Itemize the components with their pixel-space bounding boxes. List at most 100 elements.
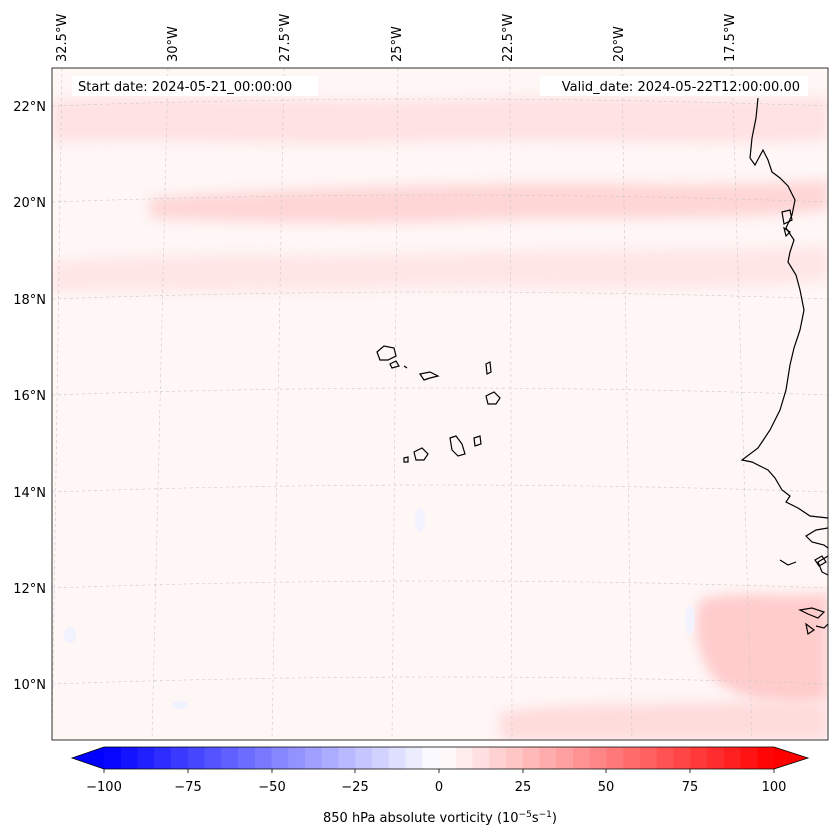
parallel-20n [52, 194, 828, 203]
colorbar-label-exp2: −1 [539, 810, 552, 820]
parallel-12n [52, 580, 828, 589]
lat-label: 16°N [13, 389, 46, 404]
parallel-18n [52, 291, 828, 300]
vorticity-blue-speck [64, 627, 76, 643]
vorticity-band-20n [150, 180, 828, 224]
colorbar-segment [120, 747, 138, 769]
colorbar-segment [640, 747, 658, 769]
latitude-labels: 22°N 20°N 18°N 16°N 14°N 12°N 10°N [13, 100, 46, 693]
colorbar-segment [656, 747, 674, 769]
meridian-25w [391, 68, 399, 740]
colorbar-segments [104, 747, 775, 769]
meridian-22-5w [509, 68, 513, 740]
colorbar-segment [321, 747, 339, 769]
colorbar-tick-label: −50 [258, 780, 285, 795]
colorbar-segment [690, 747, 708, 769]
lat-label: 22°N [13, 100, 46, 115]
colorbar-segment [455, 747, 473, 769]
start-date-text: Start date: 2024-05-21_00:00:00 [78, 80, 292, 95]
vorticity-band-19n [52, 246, 828, 292]
colorbar-segment [606, 747, 624, 769]
vorticity-blue-speck [685, 606, 695, 634]
colorbar-segment [757, 747, 775, 769]
island-santo-antao [376, 345, 397, 361]
colorbar-segment [154, 747, 172, 769]
vorticity-blue-speck [415, 508, 425, 532]
colorbar-segment [288, 747, 306, 769]
colorbar-tick-label: −75 [174, 780, 201, 795]
colorbar-segment [355, 747, 373, 769]
island-sal [485, 361, 492, 375]
colorbar: −100 −75 −50 −25 0 25 50 75 100 850 hPa … [70, 746, 810, 826]
colorbar-segment [673, 747, 691, 769]
colorbar-tick-label: −25 [341, 780, 368, 795]
island-maio [473, 435, 482, 447]
colorbar-label-unit: s [532, 811, 539, 826]
parallel-10n [52, 676, 828, 685]
meridian-20w [621, 68, 633, 740]
lat-label: 14°N [13, 486, 46, 501]
colorbar-label-main: 850 hPa absolute vorticity (10 [323, 811, 519, 826]
island-santiago [449, 435, 466, 457]
island-boa-vista [485, 391, 501, 405]
meridian-17-5w [731, 68, 753, 740]
parallel-16n [52, 387, 828, 396]
colorbar-segment [723, 747, 741, 769]
colorbar-segment [539, 747, 557, 769]
colorbar-segment [137, 747, 155, 769]
start-date-box [72, 76, 318, 96]
colorbar-segment [104, 747, 122, 769]
island-brava [403, 456, 409, 463]
colorbar-segment [204, 747, 222, 769]
colorbar-segment [388, 747, 406, 769]
colorbar-tick-label: 0 [435, 780, 443, 795]
colorbar-segment [439, 747, 457, 769]
colorbar-extend-max [774, 747, 808, 769]
colorbar-segment [556, 747, 574, 769]
colorbar-tick-label: 50 [598, 780, 615, 795]
longitude-labels: 32.5°W 30°W 27.5°W 25°W 22.5°W 20°W 17.5… [55, 14, 738, 62]
colorbar-segment [254, 747, 272, 769]
colorbar-segment [573, 747, 591, 769]
colorbar-segment [271, 747, 289, 769]
colorbar-segment [522, 747, 540, 769]
meridian-30w [151, 68, 169, 740]
colorbar-label: 850 hPa absolute vorticity (10−5s−1) [323, 810, 557, 826]
colorbar-segment [405, 747, 423, 769]
vorticity-blue-speck [172, 701, 188, 709]
colorbar-segment [589, 747, 607, 769]
colorbar-segment [238, 747, 256, 769]
colorbar-segment [221, 747, 239, 769]
colorbar-segment [740, 747, 758, 769]
colorbar-label-exp1: −5 [519, 810, 532, 820]
map-frame [51, 67, 829, 741]
africa-small-islands [781, 209, 827, 567]
africa-coastline-north [740, 97, 828, 519]
colorbar-segment [305, 747, 323, 769]
valid-date-box [540, 76, 808, 96]
lon-label: 30°W [166, 26, 181, 62]
colorbar-segment [623, 747, 641, 769]
colorbar-tick-labels: −100 −75 −50 −25 0 25 50 75 100 [86, 780, 786, 795]
vorticity-band-north [52, 96, 828, 144]
parallel-14n [52, 484, 828, 493]
island-santa-luzia [403, 365, 408, 369]
island-sao-nicolau [419, 371, 440, 381]
colorbar-tick-label: 100 [762, 780, 787, 795]
lon-label: 27.5°W [278, 14, 293, 62]
coastlines [376, 97, 828, 635]
colorbar-segment [472, 747, 490, 769]
island-sao-vicente [389, 360, 400, 369]
gridlines [52, 68, 828, 740]
vorticity-field [52, 96, 828, 740]
colorbar-segment [372, 747, 390, 769]
colorbar-segment [506, 747, 524, 769]
lon-label: 22.5°W [501, 14, 516, 62]
colorbar-segment [187, 747, 205, 769]
africa-coastline-south [779, 527, 828, 635]
colorbar-ticks [103, 769, 775, 773]
colorbar-segment [422, 747, 440, 769]
lon-label: 20°W [612, 26, 627, 62]
lon-label: 32.5°W [55, 14, 70, 62]
colorbar-label-end: ) [552, 811, 557, 826]
